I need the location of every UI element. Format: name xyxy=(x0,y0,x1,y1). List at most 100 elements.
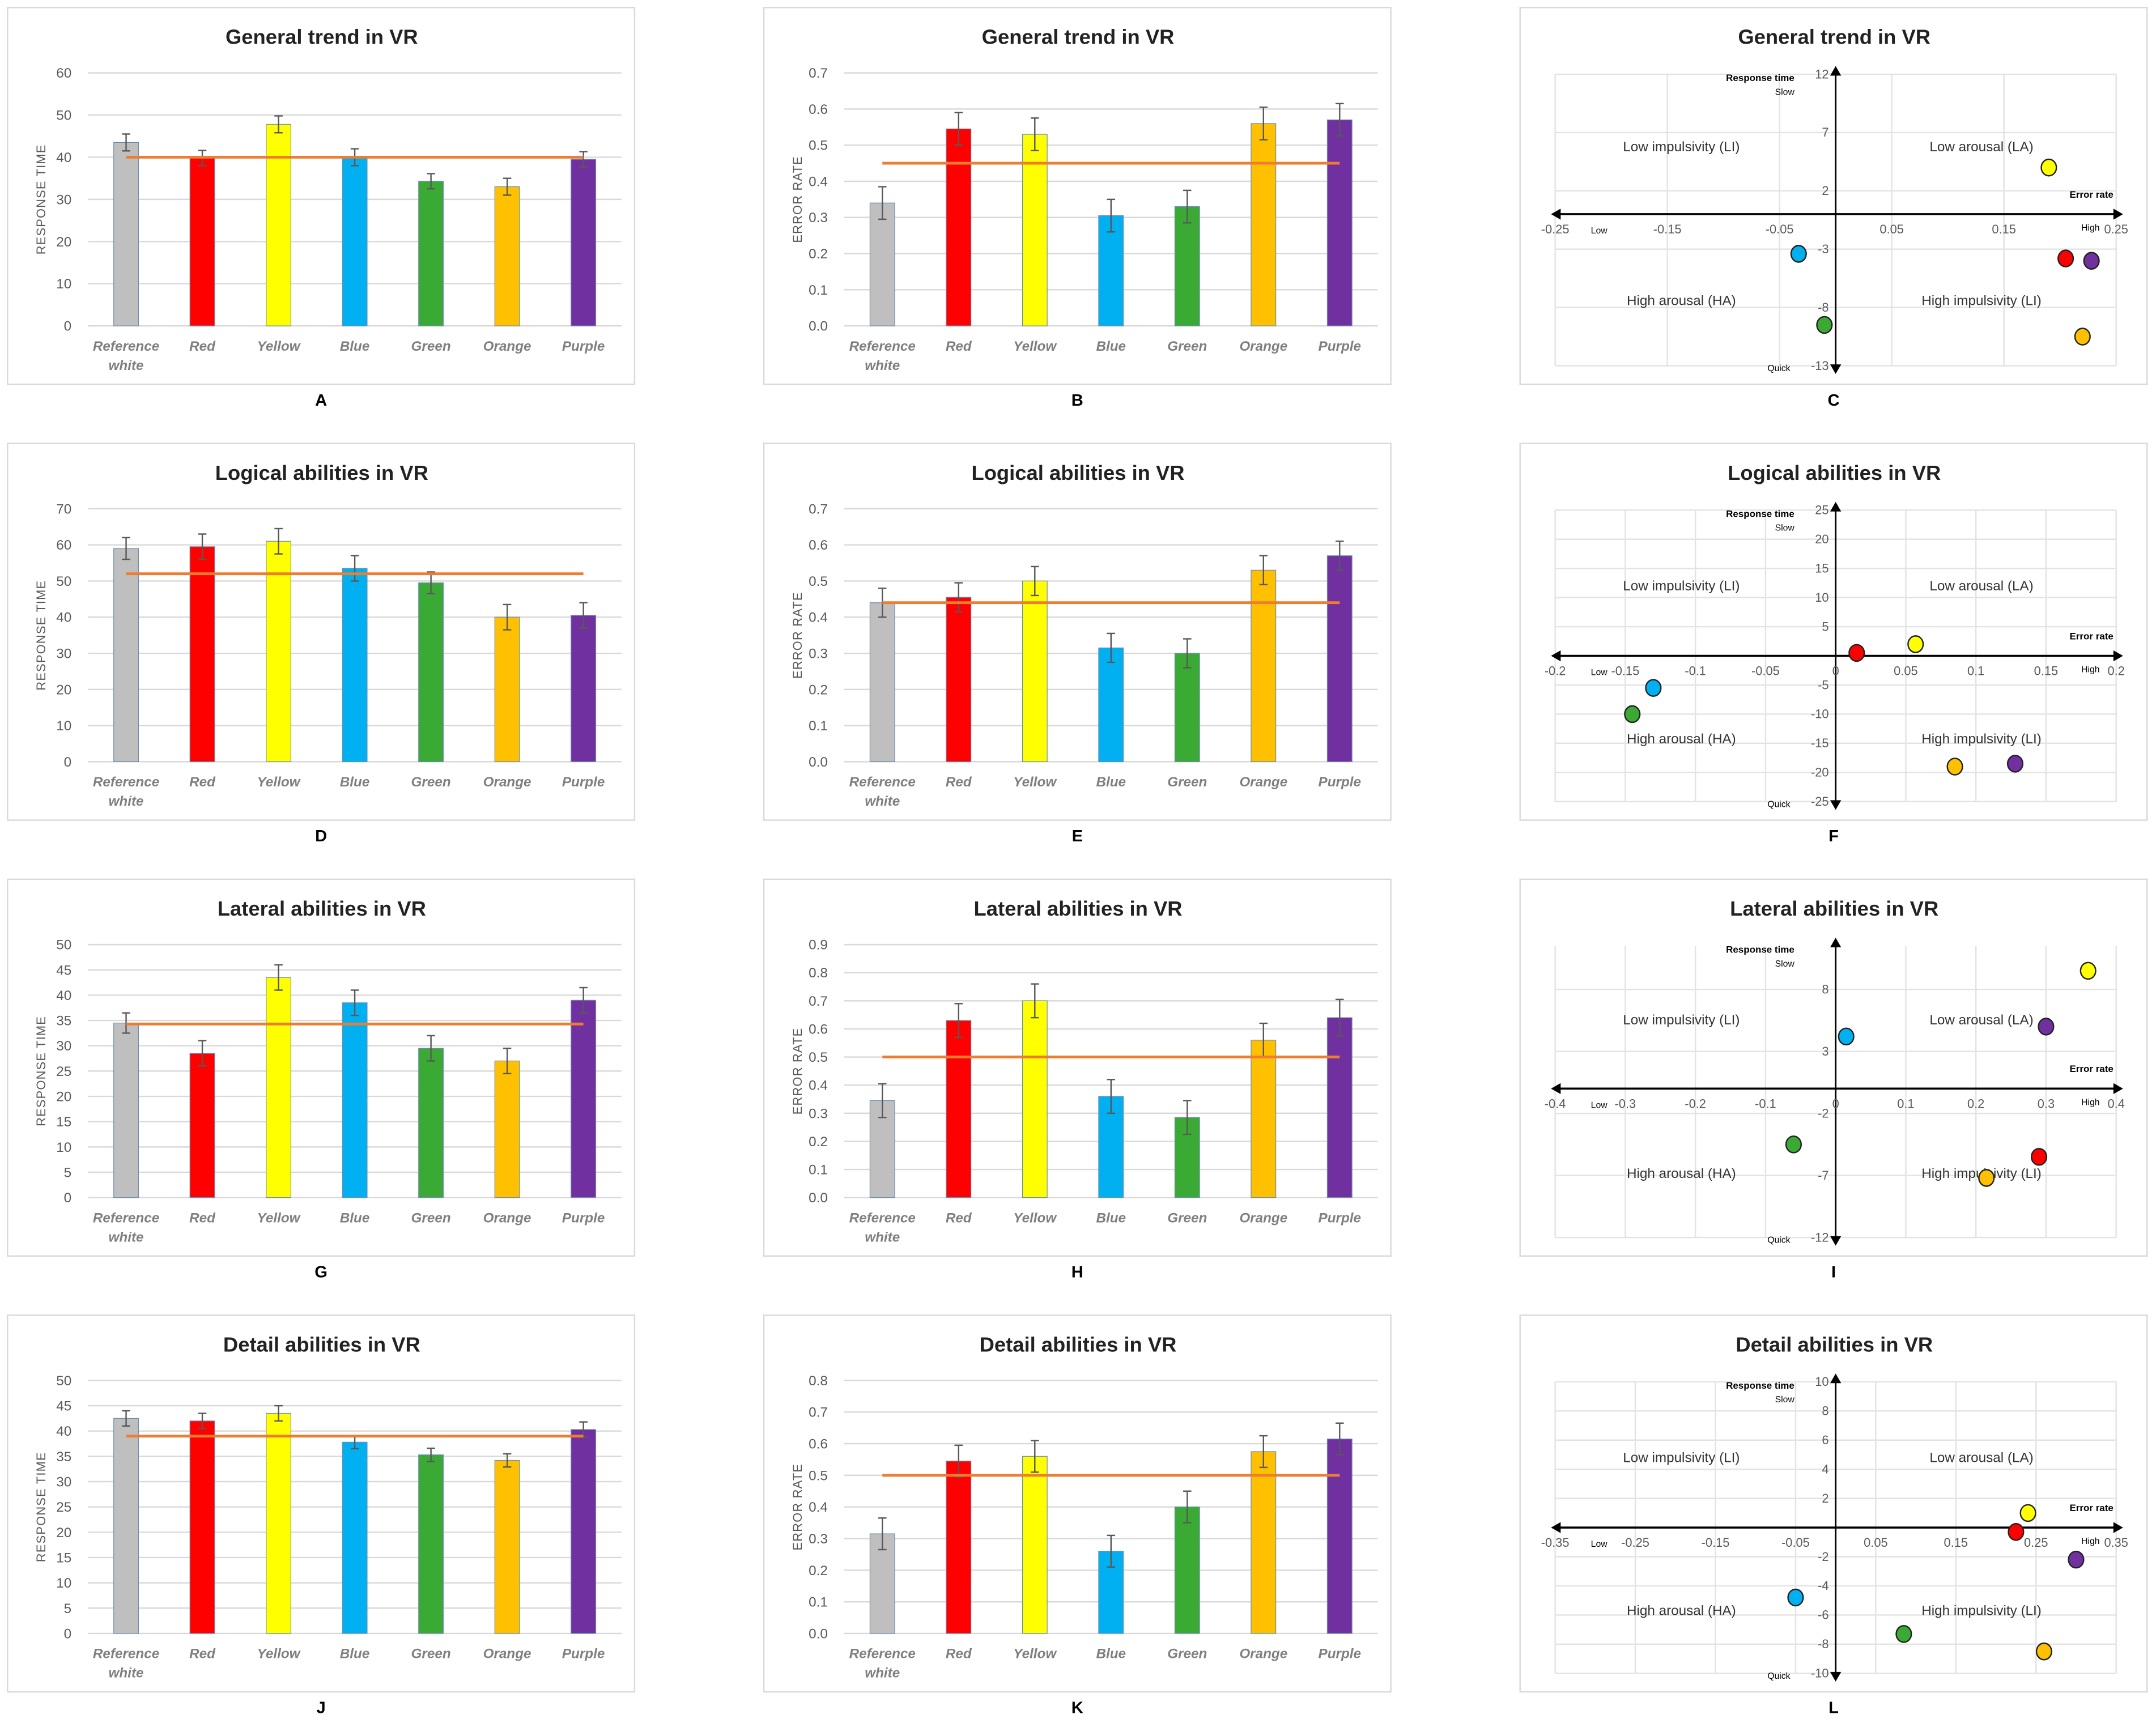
x-tick-label: 0.35 xyxy=(2104,1535,2128,1550)
y-tick-label: 10 xyxy=(1815,1375,1828,1389)
y-axis-label: ERROR RATE xyxy=(790,156,805,243)
x-tick-label: Reference xyxy=(849,775,916,790)
bar-orange xyxy=(1251,1451,1277,1634)
x-tick-label: Orange xyxy=(483,339,531,354)
chart-svg: Logical abilities in VR -0.2 -0.15 -0.1 -0.0… xyxy=(1545,461,2125,810)
y-tick-label: 35 xyxy=(56,1449,71,1465)
chart-title: Detail abilities in VR xyxy=(1736,1333,1933,1356)
bar-orange xyxy=(494,1060,520,1198)
y-tick-label: 0.3 xyxy=(809,646,828,662)
x-tick-label: Green xyxy=(411,339,451,354)
x-tick-label: Yellow xyxy=(1013,1647,1057,1662)
y-tick-label: 5 xyxy=(64,1165,72,1180)
x-tick-label: Purple xyxy=(562,775,605,790)
x-tick-label: Yellow xyxy=(1013,775,1057,790)
y-tick-label: 0.4 xyxy=(809,610,828,626)
y-tick-label: -15 xyxy=(1811,736,1829,750)
quadrant-label: High impulsivity (LI) xyxy=(1921,731,2042,747)
x-tick-label: -0.1 xyxy=(1755,1096,1776,1111)
x-tick-label: 0.05 xyxy=(1894,664,1917,678)
panel-letter: F xyxy=(1828,826,1839,846)
chart-svg: Lateral abilities in VR 0 5 10 15 20 25 30 35 40 4… xyxy=(34,897,622,1245)
chart-panel-h: Lateral abilities in VR 0.0 0.1 0.2 0.3 0.4 0.… xyxy=(763,878,1392,1257)
chart-panel-e: Logical abilities in VR 0.0 0.1 0.2 0.3 0.4 0.… xyxy=(763,443,1392,821)
y-tick-label: -2 xyxy=(1818,1550,1828,1564)
x-tick-label: Yellow xyxy=(1013,1210,1057,1226)
x-tick-label: 0.1 xyxy=(1897,1096,1914,1111)
panel-letter: K xyxy=(1071,1698,1083,1717)
x-tick-label: Red xyxy=(189,1647,216,1662)
y-tick-label: 0.1 xyxy=(809,1595,828,1610)
y-tick-label: 30 xyxy=(56,1039,71,1054)
bar-reference-white xyxy=(869,202,895,326)
chart-panel-k: Detail abilities in VR 0.0 0.1 0.2 0.3 0.4 0.5… xyxy=(763,1314,1392,1693)
point-green xyxy=(1624,705,1641,724)
y-tick-label: 0 xyxy=(64,319,72,334)
bar-purple xyxy=(1326,555,1353,762)
chart-svg: General trend in VR -0.25 -0.15 -0.05 0.05 0.… xyxy=(1541,25,2128,375)
chart-title: Detail abilities in VR xyxy=(980,1333,1177,1356)
y-low-label: Quick xyxy=(1767,1236,1790,1245)
x-tick-label: white xyxy=(109,358,144,373)
chart-panel-j: Detail abilities in VR 0 5 10 15 20 25 30 35 40 45… xyxy=(7,1314,636,1693)
bar-purple xyxy=(571,615,597,762)
x-tick-label: Yellow xyxy=(257,1647,301,1662)
x-tick-label: -0.15 xyxy=(1653,222,1682,236)
x-tick-label: Orange xyxy=(1239,339,1287,354)
point-purple xyxy=(2038,1018,2055,1036)
point-blue xyxy=(1787,1588,1804,1607)
y-tick-label: 0.0 xyxy=(809,1626,828,1641)
y-axis-label: RESPONSE TIME xyxy=(34,1016,48,1126)
y-tick-label: 25 xyxy=(1815,503,1828,517)
x-low-label: Low xyxy=(1591,1100,1608,1110)
y-tick-label: -6 xyxy=(1818,1608,1828,1622)
x-high-label: High xyxy=(2081,223,2099,233)
chart-title: Lateral abilities in VR xyxy=(973,897,1182,920)
arrow-right-icon xyxy=(2113,1522,2123,1533)
point-blue xyxy=(1645,679,1662,697)
x-tick-label: Green xyxy=(1167,775,1207,790)
bar-red xyxy=(946,597,972,762)
x-tick-label: Yellow xyxy=(257,339,301,354)
chart-title: General trend in VR xyxy=(1738,25,1930,49)
y-tick-label: 0.3 xyxy=(809,1531,828,1547)
point-red xyxy=(1848,644,1865,662)
chart-panel-i: Lateral abilities in VR -0.4 -0.3 -0.2 -0.1 0… xyxy=(1519,878,2148,1257)
x-tick-label: Red xyxy=(946,1210,972,1226)
x-tick-label: Reference xyxy=(849,1647,916,1662)
x-tick-label: Red xyxy=(189,339,216,354)
x-high-label: High xyxy=(2081,665,2099,675)
y-tick-label: 0.6 xyxy=(809,102,828,117)
y-tick-label: 0.5 xyxy=(809,1050,828,1065)
chart-svg: Logical abilities in VR 0 10 20 30 40 50 60 70 RE… xyxy=(34,461,622,809)
y-tick-label: -5 xyxy=(1818,678,1828,692)
x-tick-label: Yellow xyxy=(1013,339,1057,354)
y-tick-label: 25 xyxy=(56,1500,71,1515)
y-tick-label: 0.6 xyxy=(809,1022,828,1037)
arrow-right-icon xyxy=(2113,209,2123,220)
bar-blue xyxy=(342,156,368,326)
x-tick-label: Purple xyxy=(562,339,605,354)
y-tick-label: 20 xyxy=(1815,532,1828,546)
x-tick-label: 0.2 xyxy=(2108,664,2125,678)
point-purple xyxy=(2006,755,2024,773)
y-tick-label: 6 xyxy=(1822,1433,1828,1447)
point-yellow xyxy=(2040,158,2057,177)
x-tick-label: Reference xyxy=(93,339,159,354)
x-tick-label: Red xyxy=(189,775,216,790)
bar-blue xyxy=(342,568,368,762)
bar-blue xyxy=(342,1002,368,1198)
chart-svg: Lateral abilities in VR 0.0 0.1 0.2 0.3 0.4 0.… xyxy=(790,897,1378,1245)
point-green xyxy=(1895,1625,1912,1643)
chart-svg: General trend in VR 0.0 0.1 0.2 0.3 0.4 0.5 0.6… xyxy=(790,25,1378,373)
chart-title: Lateral abilities in VR xyxy=(1730,897,1938,920)
point-purple xyxy=(2083,252,2100,270)
y-tick-label: 10 xyxy=(56,718,71,734)
y-tick-label: -12 xyxy=(1811,1230,1829,1244)
chart-panel-c: General trend in VR -0.25 -0.15 -0.05 0.05 0.… xyxy=(1519,7,2148,385)
y-tick-label: 15 xyxy=(56,1550,71,1565)
y-tick-label: 0.6 xyxy=(809,1437,828,1452)
chart-title: Logical abilities in VR xyxy=(215,461,428,484)
y-tick-label: 0.2 xyxy=(809,682,828,697)
